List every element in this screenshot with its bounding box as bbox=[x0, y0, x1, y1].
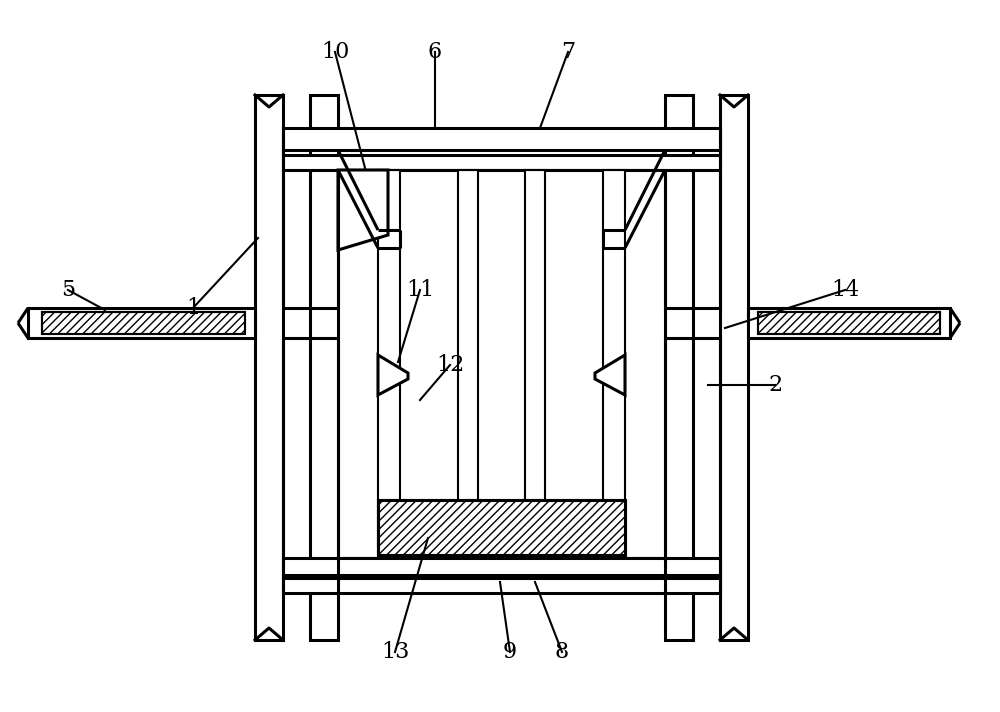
Text: 5: 5 bbox=[61, 279, 75, 301]
Polygon shape bbox=[378, 355, 408, 395]
Bar bbox=[458, 170, 478, 558]
Bar bbox=[283, 155, 720, 170]
Text: 1: 1 bbox=[186, 297, 200, 319]
Polygon shape bbox=[338, 170, 388, 250]
Bar bbox=[525, 170, 545, 558]
Bar bbox=[748, 308, 950, 338]
Text: 7: 7 bbox=[561, 41, 575, 63]
Bar bbox=[378, 170, 400, 558]
Bar bbox=[42, 312, 245, 334]
Bar bbox=[758, 312, 940, 334]
Text: 8: 8 bbox=[555, 641, 569, 663]
Bar bbox=[255, 95, 283, 640]
Text: 13: 13 bbox=[381, 641, 409, 663]
Bar bbox=[310, 95, 338, 640]
Bar bbox=[378, 500, 625, 555]
Bar bbox=[720, 95, 748, 640]
Polygon shape bbox=[595, 355, 625, 395]
Polygon shape bbox=[603, 150, 665, 248]
Bar bbox=[378, 500, 625, 555]
Bar bbox=[283, 578, 720, 593]
Bar bbox=[28, 308, 255, 338]
Text: 11: 11 bbox=[406, 279, 434, 301]
Bar bbox=[603, 170, 625, 558]
Text: 12: 12 bbox=[436, 354, 464, 376]
Text: 2: 2 bbox=[768, 374, 782, 396]
Text: 6: 6 bbox=[428, 41, 442, 63]
Bar bbox=[758, 312, 940, 334]
Bar bbox=[283, 558, 720, 575]
Text: 10: 10 bbox=[321, 41, 349, 63]
Bar bbox=[665, 95, 693, 640]
Polygon shape bbox=[338, 150, 400, 248]
Text: 9: 9 bbox=[503, 641, 517, 663]
Text: 14: 14 bbox=[831, 279, 859, 301]
Bar bbox=[283, 128, 720, 150]
Bar bbox=[42, 312, 245, 334]
